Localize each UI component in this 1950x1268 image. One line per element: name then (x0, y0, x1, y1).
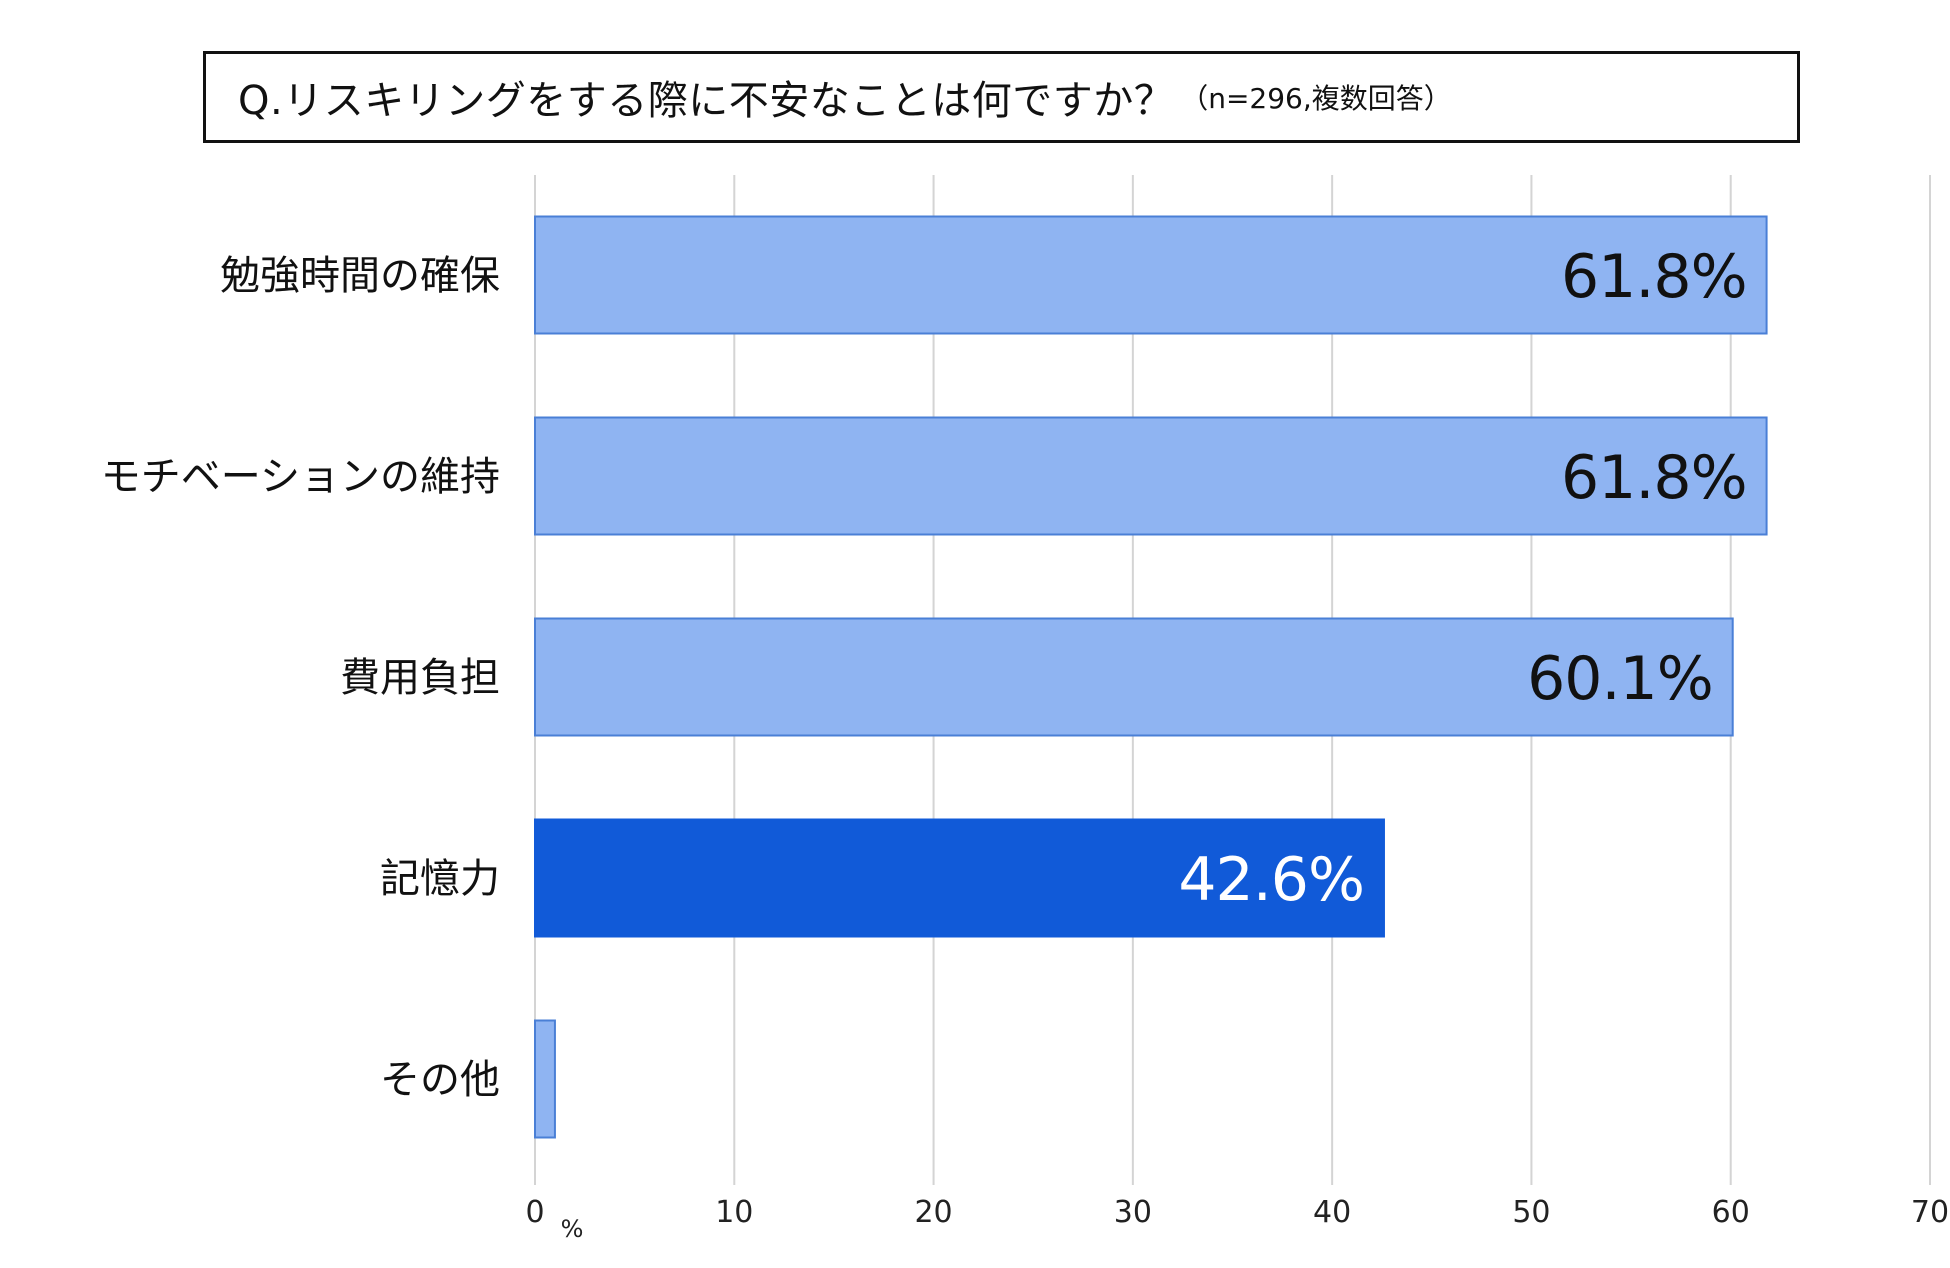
category-label-4: その他 (380, 1057, 500, 1103)
x-tick-label-70: 70 (1911, 1195, 1949, 1230)
bar-3 (534, 818, 1385, 938)
x-tick-label-0: 0 (525, 1195, 544, 1230)
category-label-3: 記憶力 (380, 856, 500, 902)
x-tick-label-60: 60 (1712, 1195, 1750, 1230)
data-labels: 61.8% 61.8% 60.1% 42.6% (1178, 242, 1747, 915)
x-tick-label-20: 20 (914, 1195, 952, 1230)
x-axis-ticks: 0 10 20 30 40 50 60 70% (525, 1195, 1949, 1243)
data-label-0: 61.8% (1561, 242, 1747, 312)
chart-title-box: Q.リスキリングをする際に不安なことは何ですか？ （n=296,複数回答） (203, 51, 1800, 143)
bar-2 (534, 617, 1734, 737)
bar-1 (534, 416, 1768, 536)
bar-4 (534, 1019, 556, 1139)
bars (534, 215, 1768, 1139)
category-label-0: 勉強時間の確保 (220, 253, 500, 299)
category-label-2: 費用負担 (340, 655, 500, 701)
data-label-1: 61.8% (1561, 443, 1747, 513)
data-label-2: 60.1% (1527, 644, 1713, 714)
bar-0 (534, 215, 1768, 335)
x-tick-label-40: 40 (1313, 1195, 1351, 1230)
category-label-1: モチベーションの維持 (101, 454, 500, 500)
chart-title: Q.リスキリングをする際に不安なことは何ですか？ (238, 78, 1175, 124)
x-tick-label-30: 30 (1114, 1195, 1152, 1230)
x-tick-label-10: 10 (715, 1195, 753, 1230)
chart-subtitle: （n=296,複数回答） (1180, 82, 1452, 115)
x-unit-label: % (561, 1215, 584, 1243)
data-label-3: 42.6% (1178, 845, 1364, 915)
x-tick-label-50: 50 (1512, 1195, 1550, 1230)
